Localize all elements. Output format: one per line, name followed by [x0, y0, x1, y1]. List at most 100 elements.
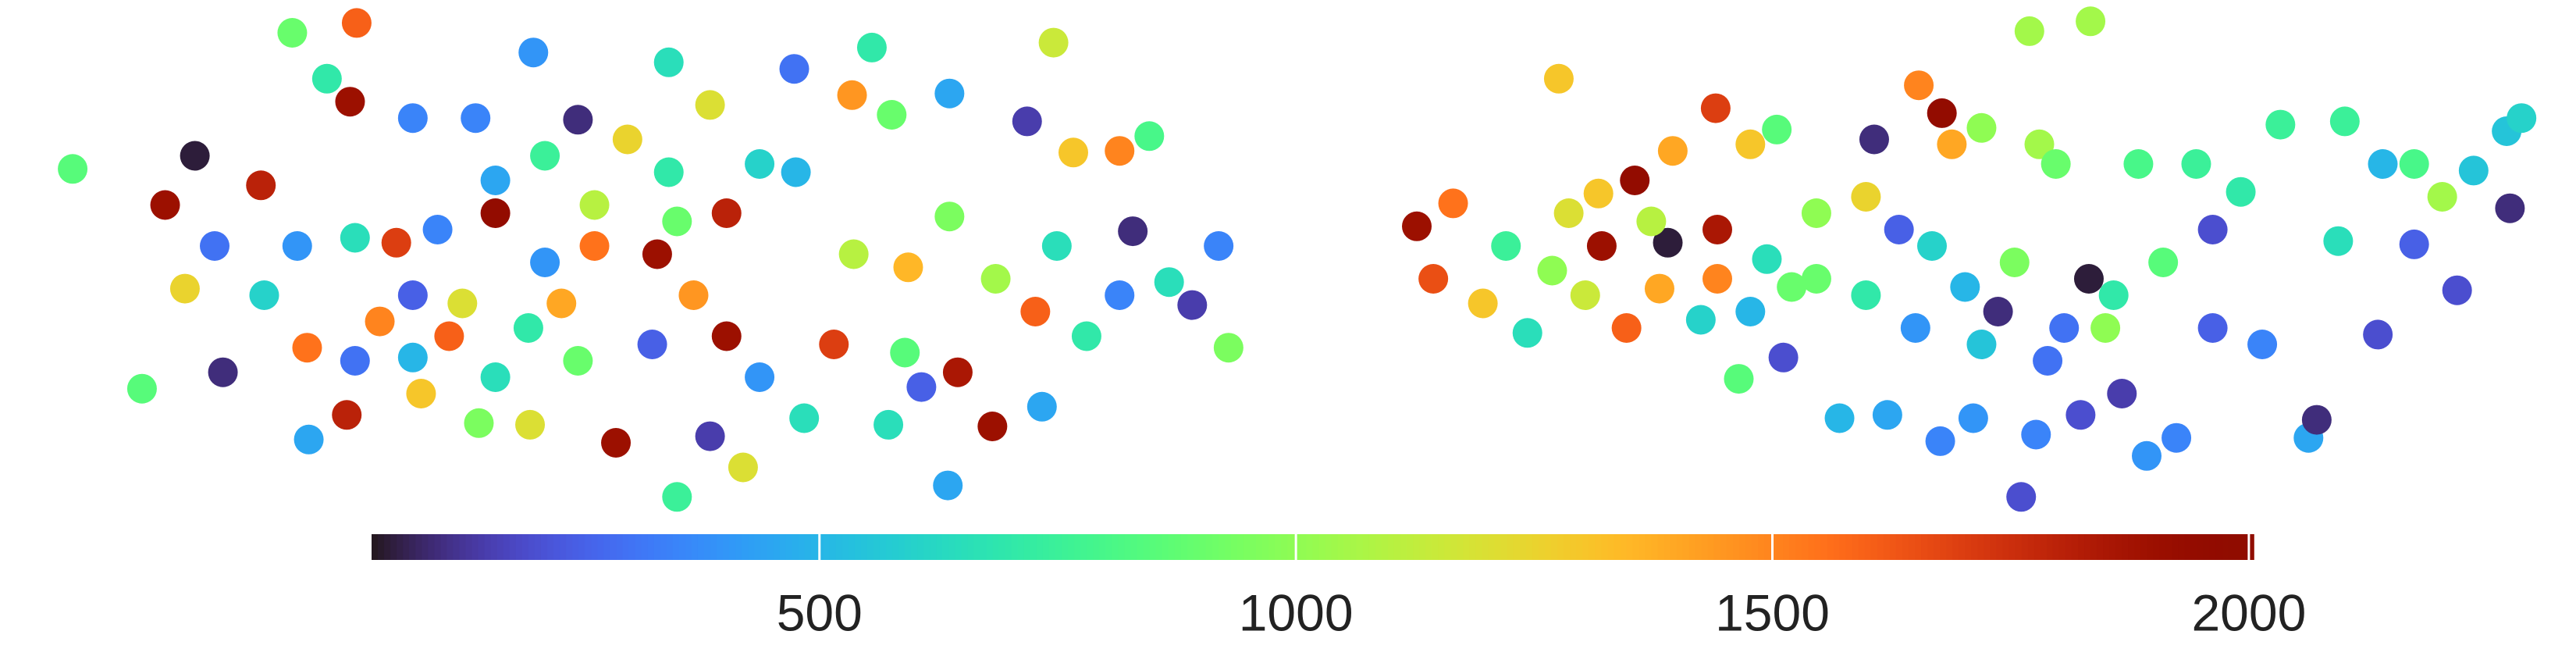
- colorbar-segment: [2147, 534, 2154, 560]
- colorbar-segment: [1789, 534, 1797, 560]
- colorbar-tick-label: 2000: [2191, 583, 2306, 641]
- colorbar: [372, 534, 2254, 560]
- colorbar-segment: [1908, 534, 1916, 560]
- colorbar-segment: [1895, 534, 1903, 560]
- colorbar-segment: [2115, 534, 2123, 560]
- point: [1801, 198, 1831, 228]
- point: [662, 206, 692, 237]
- colorbar-segment: [892, 534, 899, 560]
- colorbar-segment: [1017, 534, 1025, 560]
- colorbar-segment: [942, 534, 950, 560]
- point: [1653, 227, 1683, 258]
- colorbar-segment: [1036, 534, 1044, 560]
- point: [2098, 280, 2129, 310]
- point: [208, 357, 238, 387]
- colorbar-segment: [534, 534, 542, 560]
- colorbar-segment: [1563, 534, 1571, 560]
- point: [282, 231, 312, 261]
- colorbar-segment: [1783, 534, 1791, 560]
- colorbar-segment: [660, 534, 667, 560]
- colorbar-segment: [754, 534, 762, 560]
- point: [1904, 70, 1934, 101]
- colorbar-segment: [1839, 534, 1847, 560]
- point: [1512, 318, 1542, 348]
- point: [2132, 440, 2161, 471]
- colorbar-segment: [1889, 534, 1897, 560]
- point: [2033, 346, 2063, 376]
- colorbar-segment: [1180, 534, 1188, 560]
- colorbar-segment: [2184, 534, 2192, 560]
- point: [2021, 419, 2051, 450]
- colorbar-segment: [773, 534, 781, 560]
- colorbar-segment: [1494, 534, 1502, 560]
- point: [464, 408, 494, 438]
- colorbar-segment: [1758, 534, 1765, 560]
- colorbar-segment: [697, 534, 705, 560]
- point: [1685, 305, 1716, 335]
- point: [2329, 106, 2360, 137]
- colorbar-segment: [1870, 534, 1878, 560]
- point: [1851, 182, 1881, 212]
- colorbar-segment: [1368, 534, 1376, 560]
- colorbar-segment: [390, 534, 397, 560]
- point: [292, 333, 322, 363]
- colorbar-segment: [1638, 534, 1646, 560]
- colorbar-segment: [616, 534, 624, 560]
- colorbar-segment: [2015, 534, 2023, 560]
- colorbar-segment: [2234, 534, 2242, 560]
- colorbar-segment: [453, 534, 461, 560]
- point: [434, 321, 464, 351]
- point: [1724, 364, 1754, 394]
- colorbar-segment: [2140, 534, 2148, 560]
- point: [2123, 149, 2154, 179]
- point: [1213, 333, 1244, 363]
- point: [518, 37, 549, 68]
- colorbar-segment: [835, 534, 843, 560]
- point: [58, 154, 88, 184]
- colorbar-segment: [1312, 534, 1320, 560]
- colorbar-segment: [1337, 534, 1345, 560]
- point: [1134, 121, 1165, 152]
- point: [1925, 426, 1955, 456]
- point: [1543, 63, 1574, 94]
- colorbar-segment: [948, 534, 956, 560]
- colorbar-segment: [1287, 534, 1295, 560]
- colorbar-segment: [1858, 534, 1866, 560]
- colorbar-segment: [1682, 534, 1690, 560]
- point: [1438, 188, 1468, 219]
- colorbar-segment: [1877, 534, 1884, 560]
- point: [612, 124, 642, 155]
- colorbar-segment: [2046, 534, 2054, 560]
- colorbar-segment: [1777, 534, 1784, 560]
- colorbar-segment: [810, 534, 818, 560]
- point: [1999, 248, 2030, 277]
- colorbar-segment: [1726, 534, 1734, 560]
- point: [1983, 297, 2013, 326]
- colorbar-segment: [2058, 534, 2066, 560]
- colorbar-segment: [597, 534, 605, 560]
- colorbar-segment: [779, 534, 787, 560]
- point: [1762, 114, 1792, 144]
- point: [1026, 391, 1057, 422]
- colorbar-segment: [1544, 534, 1552, 560]
- point: [1636, 206, 1667, 237]
- colorbar-segment: [1318, 534, 1326, 560]
- colorbar-segment: [566, 534, 573, 560]
- colorbar-segment: [647, 534, 655, 560]
- colorbar-segment: [1356, 534, 1364, 560]
- colorbar-segment: [1074, 534, 1081, 560]
- colorbar-segment: [1068, 534, 1075, 560]
- point: [1071, 321, 1101, 351]
- point: [1937, 129, 1967, 159]
- colorbar-segment: [998, 534, 1006, 560]
- colorbar-segment: [1400, 534, 1407, 560]
- point: [933, 470, 963, 501]
- colorbar-segment: [397, 534, 404, 560]
- point: [311, 63, 342, 94]
- colorbar-segment: [1293, 534, 1301, 560]
- colorbar-tick-label: 1000: [1239, 583, 1354, 641]
- point: [2049, 313, 2080, 343]
- colorbar-segment: [841, 534, 849, 560]
- point: [1700, 93, 1731, 123]
- colorbar-segment: [1080, 534, 1087, 560]
